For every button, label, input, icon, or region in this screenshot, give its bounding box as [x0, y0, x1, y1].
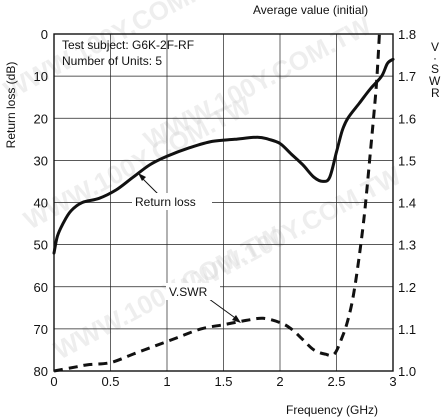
x-tick-label: 1.5 [214, 374, 232, 389]
y-right-tick-label: 1.2 [398, 280, 416, 295]
units-text: Number of Units: 5 [62, 54, 162, 68]
y-right-title-letter-2: · [433, 51, 437, 65]
x-tick-label: 1 [163, 374, 170, 389]
vswr-line [53, 33, 381, 373]
vswr-annotation: V.SWR [169, 285, 208, 299]
x-tick-labels: 0 0.5 1 1.5 2 2.5 3 [50, 374, 396, 389]
y-right-tick-label: 1.6 [398, 111, 416, 126]
x-tick-label: 2.5 [327, 374, 345, 389]
y-left-tick-label: 30 [34, 153, 48, 168]
top-caption: Average value (initial) [253, 3, 368, 17]
y-right-title-letter-4: W [429, 74, 441, 88]
x-axis-title: Frequency (GHz) [286, 403, 378, 417]
y-right-tick-label: 1.7 [398, 69, 416, 84]
watermark-text-1: WWW.100Y.COM.TW [0, 0, 236, 105]
watermark: WWW.100Y.COM.TW WWW.100Y.COM.TW WWW.100Y… [0, 0, 406, 365]
y-left-tick-label: 60 [34, 280, 48, 295]
y-left-tick-label: 20 [34, 111, 48, 126]
vswr-label-bg [166, 283, 220, 300]
y-left-tick-label: 0 [41, 27, 48, 42]
y-right-title-letter-5: R [431, 86, 440, 100]
return-loss-line [52, 57, 395, 255]
y-right-title-letter-3: S [431, 62, 439, 76]
y-right-tick-label: 1.1 [398, 322, 416, 337]
y-right-title-letter-1: V [431, 40, 439, 54]
y-left-tick-label: 70 [34, 322, 48, 337]
return-loss-annotation: Return loss [135, 195, 196, 209]
y-left-tick-labels: 0 10 20 30 40 50 60 70 80 [34, 27, 48, 379]
x-tick-label: 0 [50, 374, 57, 389]
y-left-axis-title: Return loss (dB) [4, 62, 18, 149]
x-tick-label: 0.5 [101, 374, 119, 389]
y-left-tick-label: 50 [34, 238, 48, 253]
vswr-leader [204, 295, 241, 323]
y-left-tick-label: 80 [34, 364, 48, 379]
y-right-tick-label: 1.0 [398, 364, 416, 379]
return-loss-label-bg [132, 193, 212, 210]
plot-frame [53, 33, 394, 372]
y-right-axis-title: V · S W R [429, 40, 441, 100]
test-subject-text: Test subject: G6K-2F-RF [62, 38, 194, 52]
y-right-tick-label: 1.4 [398, 196, 416, 211]
y-right-tick-label: 1.5 [398, 153, 416, 168]
y-left-tick-label: 10 [34, 69, 48, 84]
y-right-tick-label: 1.8 [398, 27, 416, 42]
x-tick-label: 2 [276, 374, 283, 389]
x-tick-label: 3 [389, 374, 396, 389]
y-right-tick-labels: 1.8 1.7 1.6 1.5 1.4 1.3 1.2 1.1 1.0 [398, 27, 416, 379]
y-left-tick-label: 40 [34, 196, 48, 211]
y-right-tick-label: 1.3 [398, 238, 416, 253]
